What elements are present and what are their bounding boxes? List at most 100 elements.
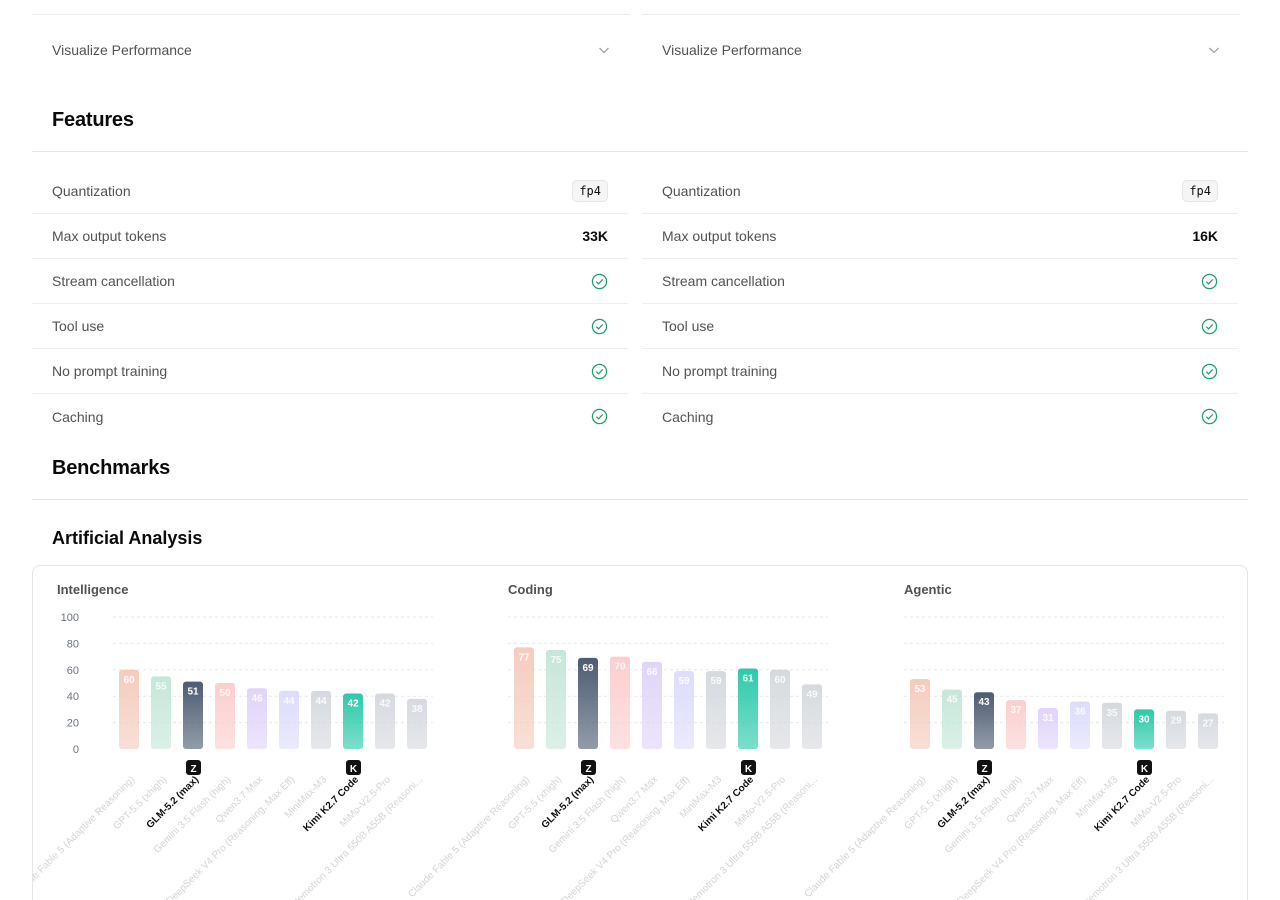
bar-value-label: 55 <box>155 681 167 692</box>
bar <box>1006 700 1026 749</box>
feature-label: Max output tokens <box>662 228 777 244</box>
features-heading: Features <box>52 109 134 131</box>
feature-row-quantization: Quantization fp4 <box>642 169 1238 214</box>
bar-value-label: 43 <box>978 697 990 708</box>
category-label: Kimi K2.7 Code <box>301 774 361 834</box>
y-tick-label: 20 <box>67 718 79 730</box>
visualize-performance-label: Visualize Performance <box>662 42 802 58</box>
features-list-right: Quantization fp4 Max output tokens 16K S… <box>642 169 1238 439</box>
bar <box>279 690 299 749</box>
category-label: Claude Fable 5 (Adaptive Reasoning) <box>33 774 137 900</box>
model-logo-letter: K <box>350 764 358 775</box>
chart-title: Intelligence <box>57 582 129 597</box>
feature-label: Stream cancellation <box>662 273 785 289</box>
y-tick-label: 40 <box>67 691 79 703</box>
bar-value-label: 29 <box>1170 716 1182 727</box>
bar <box>610 656 630 749</box>
quantization-badge: fp4 <box>572 180 608 202</box>
bar <box>1070 701 1090 749</box>
quantization-badge: fp4 <box>1182 180 1218 202</box>
y-tick-label: 80 <box>67 638 79 650</box>
bar-value-label: 60 <box>123 675 135 686</box>
feature-label: Caching <box>52 408 104 425</box>
check-circle-icon <box>1201 408 1218 425</box>
feature-label: Caching <box>662 408 714 425</box>
feature-label: Quantization <box>662 183 741 199</box>
y-tick-label: 0 <box>73 744 79 756</box>
divider <box>642 14 1240 15</box>
benchmark-charts-card: Intelligence 0 20 40 60 80 100 60 Claude Fable 5… <box>32 565 1248 900</box>
bar-value-label: 49 <box>806 689 818 700</box>
benchmarks-heading: Benchmarks <box>52 457 171 479</box>
check-circle-icon <box>1201 273 1218 289</box>
category-label: Kimi K2.7 Code <box>1092 774 1152 834</box>
model-logo-icon <box>977 760 992 775</box>
bar-value-label: 66 <box>646 667 658 678</box>
max-tokens-value: 33K <box>582 228 608 244</box>
model-logo-letter: Z <box>190 764 196 775</box>
model-logo-icon <box>346 760 361 775</box>
feature-row-tool-use: Tool use <box>642 304 1238 349</box>
max-tokens-value: 16K <box>1192 228 1218 244</box>
bar-value-label: 38 <box>411 704 423 715</box>
bar-value-label: 60 <box>774 675 786 686</box>
visualize-performance-toggle-left[interactable]: Visualize Performance <box>32 33 630 67</box>
feature-row-caching: Caching <box>642 394 1238 439</box>
bar-value-label: 61 <box>742 673 754 684</box>
bar-value-label: 45 <box>946 695 958 706</box>
bar <box>247 688 267 749</box>
model-logo-letter: K <box>1141 764 1149 775</box>
bar <box>546 650 566 749</box>
feature-row-max-tokens: Max output tokens 33K <box>32 214 628 259</box>
bar <box>375 693 395 749</box>
bar <box>642 661 662 749</box>
bar-value-label: 36 <box>1074 706 1086 717</box>
bar-value-label: 46 <box>251 693 263 704</box>
bar-value-label: 42 <box>379 699 391 710</box>
visualize-performance-toggle-right[interactable]: Visualize Performance <box>642 33 1240 67</box>
bar-value-label: 30 <box>1138 714 1150 725</box>
model-logo-icon <box>186 760 201 775</box>
bar <box>407 698 427 749</box>
bar-value-label: 53 <box>914 684 926 695</box>
bar <box>910 679 930 749</box>
feature-label: Tool use <box>662 318 715 334</box>
bar-value-label: 44 <box>283 696 295 707</box>
visualize-performance-label: Visualize Performance <box>52 42 192 58</box>
bar <box>770 669 790 749</box>
chevron-down-icon <box>599 47 609 54</box>
feature-row-stream-cancellation: Stream cancellation <box>642 259 1238 304</box>
bar-value-label: 35 <box>1106 708 1118 719</box>
bar-value-label: 50 <box>219 688 231 699</box>
bar-value-label: 70 <box>614 662 626 673</box>
feature-label: No prompt training <box>662 363 778 379</box>
feature-row-caching: Caching <box>32 394 628 439</box>
model-logo-icon <box>741 760 756 775</box>
feature-row-quantization: Quantization fp4 <box>32 169 628 214</box>
check-circle-icon <box>591 363 608 379</box>
artificial-analysis-heading: Artificial Analysis <box>52 528 203 548</box>
chart-title: Coding <box>508 582 553 597</box>
bar <box>974 692 994 749</box>
bar-value-label: 59 <box>678 676 690 687</box>
bar-value-label: 44 <box>315 696 327 707</box>
model-logo-letter: Z <box>981 764 987 775</box>
category-label: Claude Fable 5 (Adaptive Reasoning) <box>406 774 532 900</box>
bar-value-label: 51 <box>187 687 199 698</box>
bar-value-label: 75 <box>550 655 562 666</box>
bar-value-label: 77 <box>518 652 530 663</box>
y-tick-label: 60 <box>67 665 79 677</box>
bar <box>343 693 363 749</box>
feature-row-stream-cancellation: Stream cancellation <box>32 259 628 304</box>
features-list-left: Quantization fp4 Max output tokens 33K S… <box>32 169 628 439</box>
y-tick-label: 100 <box>61 612 79 624</box>
bar <box>1198 713 1218 749</box>
bar <box>514 647 534 749</box>
bar <box>151 676 171 749</box>
bar <box>311 690 331 749</box>
model-logo-icon <box>1137 760 1152 775</box>
divider <box>32 151 1248 152</box>
bar-value-label: 31 <box>1042 713 1054 724</box>
feature-row-max-tokens: Max output tokens 16K <box>642 214 1238 259</box>
bar-value-label: 59 <box>710 676 722 687</box>
